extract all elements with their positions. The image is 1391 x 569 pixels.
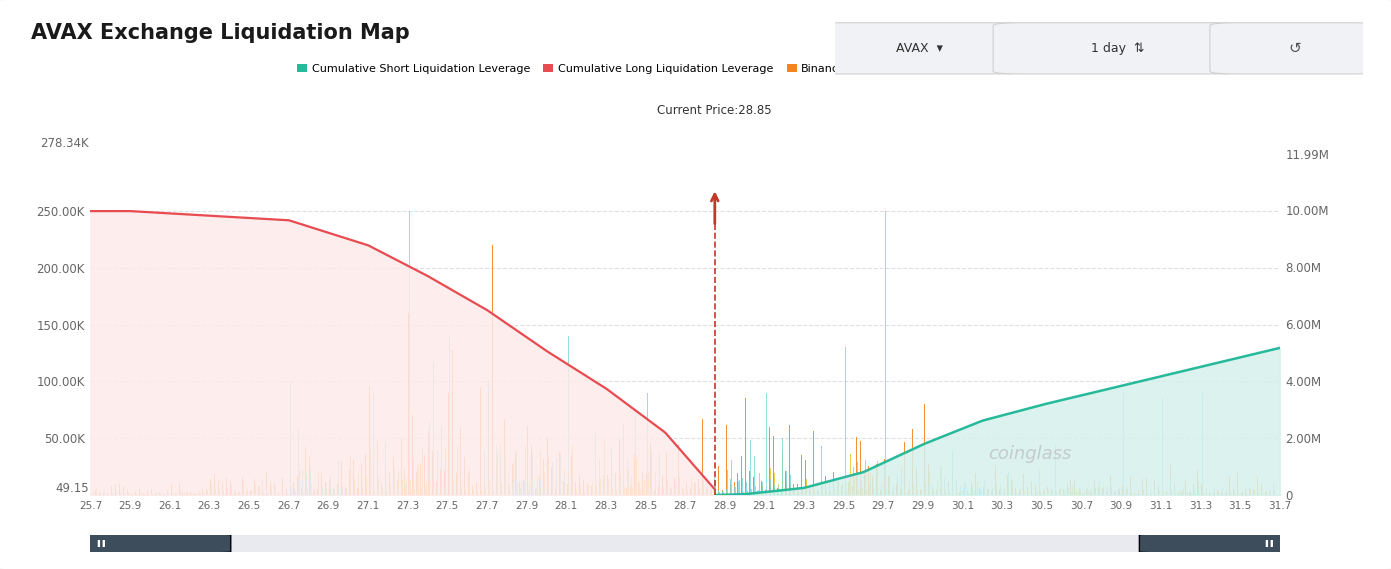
Text: Current Price:28.85: Current Price:28.85 <box>658 104 772 117</box>
Text: ❚❚: ❚❚ <box>95 540 107 547</box>
FancyBboxPatch shape <box>993 23 1242 74</box>
Text: ❚❚: ❚❚ <box>1263 540 1276 547</box>
Text: AVAX Exchange Liquidation Map: AVAX Exchange Liquidation Map <box>31 23 409 43</box>
FancyBboxPatch shape <box>0 533 231 554</box>
FancyBboxPatch shape <box>1139 533 1391 554</box>
Text: 1 day  ⇅: 1 day ⇅ <box>1091 42 1145 55</box>
Text: 49.15: 49.15 <box>56 482 89 494</box>
Text: 278.34K: 278.34K <box>40 137 89 150</box>
Text: AVAX  ▾: AVAX ▾ <box>896 42 943 55</box>
FancyBboxPatch shape <box>1210 23 1378 74</box>
Legend: Cumulative Short Liquidation Leverage, Cumulative Long Liquidation Leverage, Bin: Cumulative Short Liquidation Leverage, C… <box>298 64 954 73</box>
Text: ↺: ↺ <box>1288 41 1301 56</box>
FancyBboxPatch shape <box>814 23 1025 74</box>
Text: coinglass: coinglass <box>988 445 1071 463</box>
